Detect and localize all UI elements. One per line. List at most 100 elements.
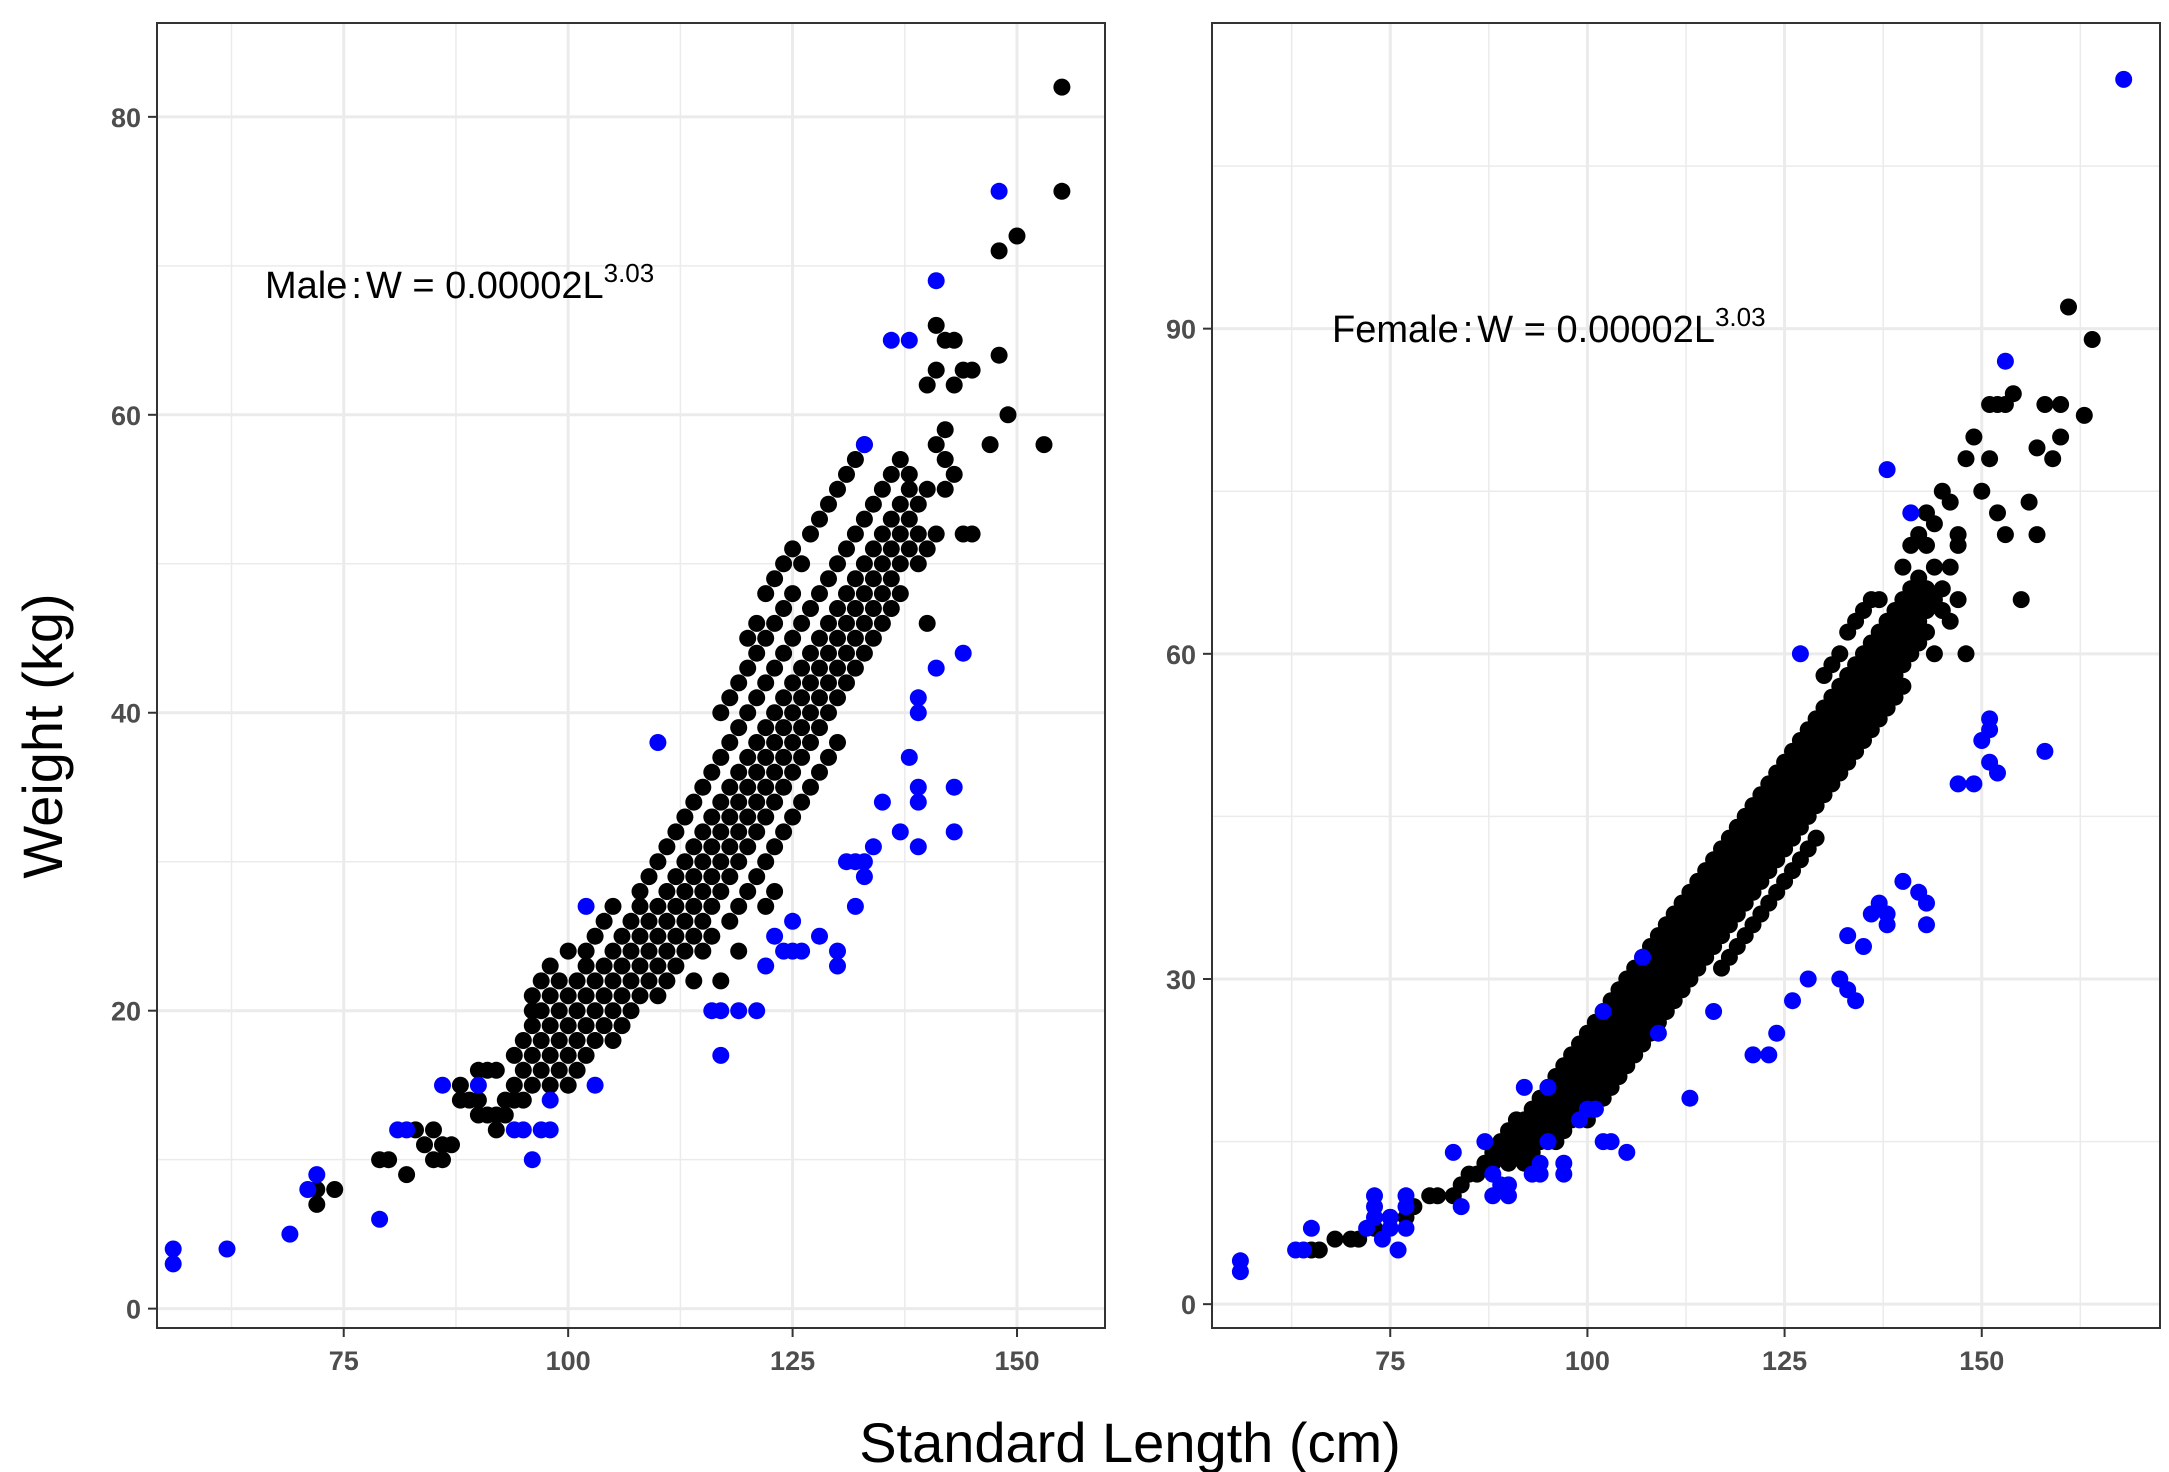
- male-black-point: [721, 778, 739, 796]
- male-black-point: [909, 555, 927, 573]
- male-blue-point: [784, 912, 802, 930]
- male-black-point: [721, 838, 739, 856]
- male-black-point: [945, 465, 963, 483]
- male-y-tick-label: 80: [111, 103, 141, 133]
- male-black-point: [936, 480, 954, 498]
- male-blue-point: [164, 1240, 182, 1258]
- male-black-point: [748, 868, 766, 886]
- male-black-point: [936, 421, 954, 439]
- male-black-point: [631, 987, 649, 1005]
- male-black-point: [766, 704, 784, 722]
- male-black-point: [541, 1046, 559, 1064]
- male-black-point: [469, 1091, 487, 1109]
- male-black-point: [631, 883, 649, 900]
- female-blue-point: [1649, 1024, 1667, 1042]
- male-black-point: [775, 823, 793, 841]
- female-black-point: [1918, 623, 1935, 641]
- male-black-point: [685, 793, 703, 811]
- male-black-point: [694, 823, 712, 841]
- male-black-point: [829, 600, 846, 617]
- male-blue-point: [846, 897, 864, 915]
- male-black-point: [595, 987, 613, 1005]
- female-blue-point: [1397, 1187, 1415, 1205]
- female-blue-point: [1389, 1241, 1407, 1259]
- male-black-point: [820, 674, 837, 692]
- male-black-point: [855, 555, 873, 573]
- male-black-point: [568, 1032, 586, 1049]
- male-black-point: [784, 585, 802, 603]
- male-black-point: [900, 510, 918, 528]
- male-black-point: [640, 868, 658, 886]
- male-y-tick-label: 60: [111, 401, 141, 431]
- male-black-point: [802, 704, 819, 722]
- male-black-point: [855, 510, 873, 528]
- male-black-point: [739, 629, 757, 647]
- male-black-point: [721, 868, 739, 886]
- male-black-point: [523, 1076, 541, 1094]
- female-black-point: [2004, 385, 2022, 403]
- female-y-tick-label: 0: [1181, 1290, 1196, 1320]
- male-black-point: [416, 1136, 433, 1154]
- male-black-point: [784, 734, 802, 751]
- female-blue-point: [1799, 970, 1817, 988]
- male-black-point: [532, 972, 550, 990]
- male-black-point: [640, 972, 658, 990]
- female-panel: 75 100 125 150 0 30 60 90 Female: W = 0.00002L3.…: [1166, 22, 2161, 1376]
- male-black-point: [694, 853, 712, 871]
- female-blue-point: [1949, 775, 1967, 793]
- male-black-point: [757, 719, 775, 737]
- male-blue-point: [829, 942, 846, 960]
- male-black-point: [945, 376, 963, 394]
- male-black-point: [855, 644, 873, 662]
- female-blue-point: [1555, 1154, 1573, 1172]
- male-black-point: [326, 1181, 344, 1198]
- male-black-point: [658, 972, 676, 990]
- male-annotation-exponent: 3.03: [604, 258, 655, 288]
- male-black-point: [829, 555, 846, 573]
- female-blue-point: [1618, 1143, 1636, 1161]
- male-x-tick-label: 150: [994, 1346, 1039, 1376]
- female-blue-point: [1839, 927, 1857, 945]
- male-black-point: [640, 942, 658, 960]
- female-blue-point: [1602, 1133, 1620, 1151]
- male-black-point: [793, 748, 811, 766]
- male-black-point: [811, 585, 828, 603]
- male-black-point: [613, 987, 631, 1005]
- male-black-point: [802, 778, 819, 796]
- male-blue-point: [900, 748, 918, 766]
- female-points: [1231, 70, 2133, 1281]
- male-black-point: [855, 585, 873, 603]
- female-y-tick-label: 60: [1166, 640, 1196, 670]
- male-black-point: [577, 942, 595, 960]
- male-black-point: [882, 600, 900, 617]
- male-black-point: [757, 748, 775, 766]
- male-black-point: [505, 1046, 523, 1064]
- male-black-point: [730, 897, 748, 915]
- male-black-point: [775, 778, 793, 796]
- female-blue-point: [1452, 1198, 1470, 1216]
- male-black-point: [667, 927, 685, 945]
- female-blue-point: [1397, 1219, 1415, 1237]
- male-black-point: [640, 912, 658, 930]
- male-black-point: [820, 644, 837, 662]
- male-black-point: [694, 912, 712, 930]
- male-black-point: [730, 853, 748, 871]
- male-black-point: [613, 1017, 631, 1035]
- male-black-point: [658, 838, 676, 856]
- male-black-point: [784, 629, 802, 647]
- male-black-point: [838, 540, 855, 558]
- male-black-point: [784, 704, 802, 722]
- male-black-point: [712, 704, 730, 722]
- female-panel-border: [1211, 22, 2161, 1329]
- male-black-point: [838, 585, 855, 603]
- male-blue-point: [712, 1046, 730, 1064]
- male-black-point: [676, 942, 694, 960]
- male-blue-point: [829, 957, 846, 975]
- male-black-point: [398, 1166, 416, 1184]
- male-black-point: [945, 331, 963, 349]
- male-black-point: [622, 912, 640, 930]
- male-black-point: [308, 1195, 326, 1213]
- male-black-point: [550, 1032, 568, 1049]
- female-black-point: [1949, 591, 1967, 609]
